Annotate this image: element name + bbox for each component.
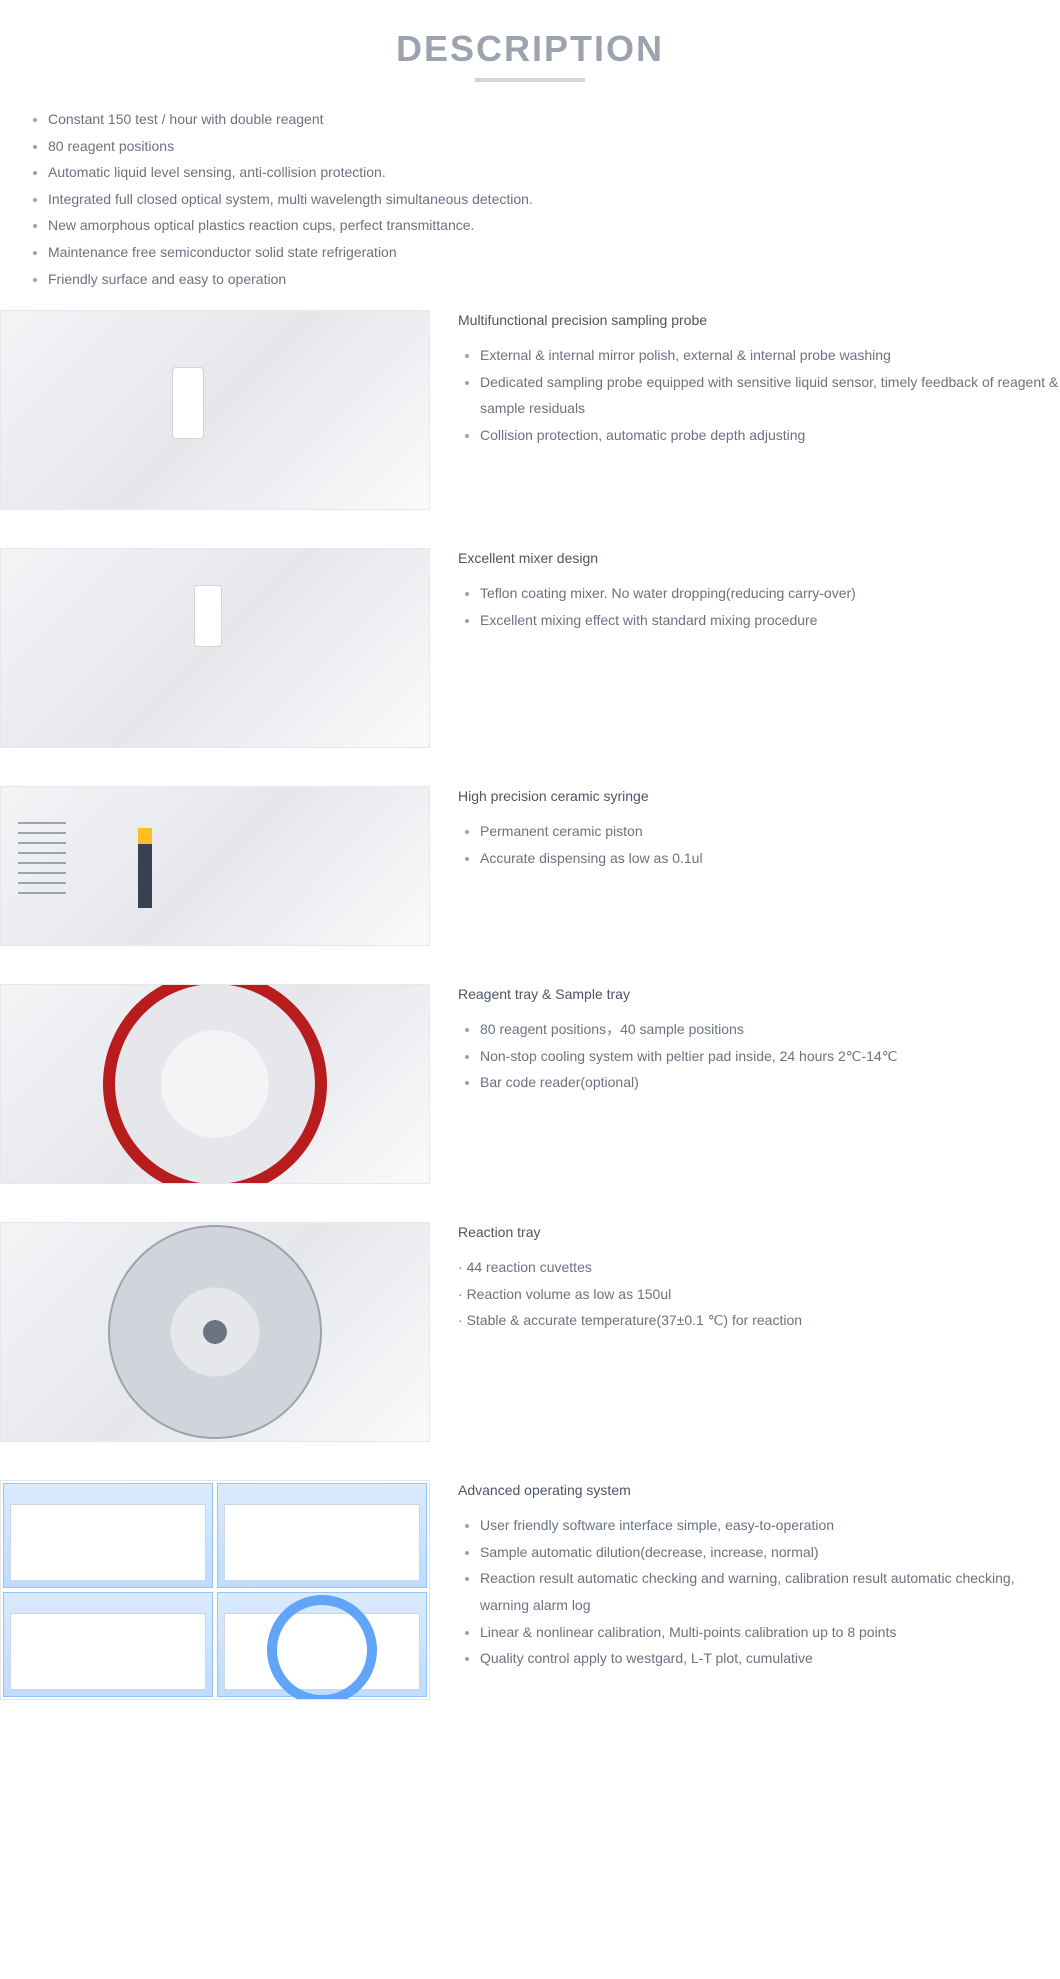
feature-bullet-list: External & internal mirror polish, exter… [480, 342, 1060, 448]
intro-bullet: Maintenance free semiconductor solid sta… [48, 239, 1060, 266]
intro-bullet: Integrated full closed optical system, m… [48, 186, 1060, 213]
feature-image-syringe [0, 786, 430, 946]
feature-bullet: Permanent ceramic piston [480, 818, 1060, 845]
intro-bullet-list: Constant 150 test / hour with double rea… [48, 106, 1060, 292]
feature-image-tray [0, 984, 430, 1184]
feature-bullet: Non-stop cooling system with peltier pad… [480, 1043, 1060, 1070]
feature-line: Stable & accurate temperature(37±0.1 ℃) … [458, 1307, 1060, 1334]
feature-bullet: Reaction result automatic checking and w… [480, 1565, 1060, 1618]
feature-heading: Multifunctional precision sampling probe [458, 312, 1060, 328]
feature-image-mixer [0, 548, 430, 748]
os-screenshot-panel [217, 1483, 427, 1588]
feature-bullet: Bar code reader(optional) [480, 1069, 1060, 1096]
feature-bullet: Linear & nonlinear calibration, Multi-po… [480, 1619, 1060, 1646]
feature-heading: Advanced operating system [458, 1482, 1060, 1498]
feature-row-tray: Reagent tray & Sample tray 80 reagent po… [0, 984, 1060, 1184]
intro-bullet: Automatic liquid level sensing, anti-col… [48, 159, 1060, 186]
feature-row-os: Advanced operating system User friendly … [0, 1480, 1060, 1700]
feature-bullet: External & internal mirror polish, exter… [480, 342, 1060, 369]
feature-row-reaction: Reaction tray 44 reaction cuvettes React… [0, 1222, 1060, 1442]
feature-bullet: Collision protection, automatic probe de… [480, 422, 1060, 449]
feature-bullet-list: User friendly software interface simple,… [480, 1512, 1060, 1672]
feature-heading: Reaction tray [458, 1224, 1060, 1240]
feature-line-list: 44 reaction cuvettes Reaction volume as … [458, 1254, 1060, 1334]
intro-bullet: New amorphous optical plastics reaction … [48, 212, 1060, 239]
feature-row-probe: Multifunctional precision sampling probe… [0, 310, 1060, 510]
feature-image-probe [0, 310, 430, 510]
feature-bullet-list: Permanent ceramic piston Accurate dispen… [480, 818, 1060, 871]
feature-heading: Excellent mixer design [458, 550, 1060, 566]
feature-line: 44 reaction cuvettes [458, 1254, 1060, 1281]
os-screenshot-panel [217, 1592, 427, 1697]
title-underline [475, 78, 585, 82]
os-screenshot-panel [3, 1483, 213, 1588]
feature-bullet-list: 80 reagent positions，40 sample positions… [480, 1016, 1060, 1096]
feature-image-reaction [0, 1222, 430, 1442]
feature-bullet: User friendly software interface simple,… [480, 1512, 1060, 1539]
feature-bullet-list: Teflon coating mixer. No water dropping(… [480, 580, 1060, 633]
page-title: DESCRIPTION [0, 28, 1060, 70]
feature-row-syringe: High precision ceramic syringe Permanent… [0, 786, 1060, 946]
feature-bullet: 80 reagent positions，40 sample positions [480, 1016, 1060, 1043]
feature-bullet: Dedicated sampling probe equipped with s… [480, 369, 1060, 422]
feature-image-os [0, 1480, 430, 1700]
feature-bullet: Quality control apply to westgard, L-T p… [480, 1645, 1060, 1672]
feature-bullet: Excellent mixing effect with standard mi… [480, 607, 1060, 634]
os-screenshot-panel [3, 1592, 213, 1697]
intro-bullet: 80 reagent positions [48, 133, 1060, 160]
feature-bullet: Sample automatic dilution(decrease, incr… [480, 1539, 1060, 1566]
intro-bullet: Constant 150 test / hour with double rea… [48, 106, 1060, 133]
feature-bullet: Teflon coating mixer. No water dropping(… [480, 580, 1060, 607]
feature-heading: Reagent tray & Sample tray [458, 986, 1060, 1002]
feature-row-mixer: Excellent mixer design Teflon coating mi… [0, 548, 1060, 748]
intro-bullet: Friendly surface and easy to operation [48, 266, 1060, 293]
feature-line: Reaction volume as low as 150ul [458, 1281, 1060, 1308]
feature-bullet: Accurate dispensing as low as 0.1ul [480, 845, 1060, 872]
feature-heading: High precision ceramic syringe [458, 788, 1060, 804]
